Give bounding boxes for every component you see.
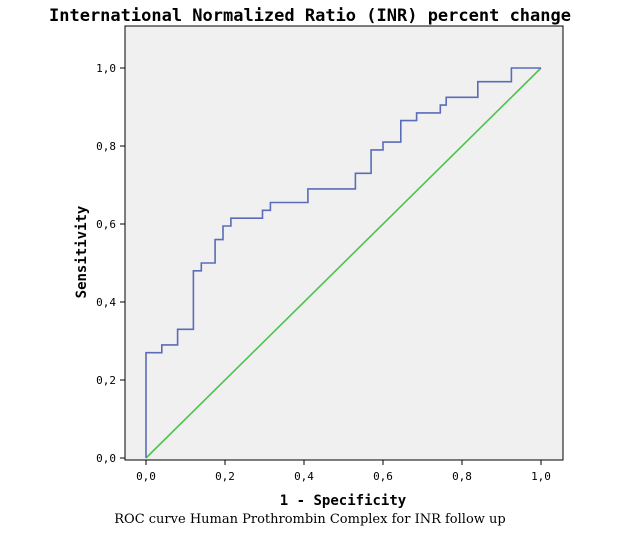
y-tick-label: 0,4 (96, 296, 116, 309)
y-tick-label: 0,2 (96, 374, 116, 387)
y-axis-label: Sensitivity (74, 205, 90, 298)
tick-marks (120, 67, 542, 465)
y-tick-label: 0,6 (96, 218, 116, 231)
y-tick-label: 0,8 (96, 140, 116, 153)
x-tick-label: 0,4 (294, 470, 314, 483)
plot-area (124, 25, 564, 461)
x-axis-label: 1 - Specificity (280, 493, 407, 509)
tick-labels: 0,0 0,2 0,4 0,6 0,8 1,0 0,0 0,2 0,4 0,6 0,8 1,0 (96, 62, 551, 483)
reference-diagonal-line (145, 67, 542, 459)
y-tick-label: 0,0 (96, 452, 116, 465)
chart-title: International Normalized Ratio (INR) per… (49, 6, 571, 26)
x-tick-label: 0,0 (136, 470, 156, 483)
y-tick-label: 1,0 (96, 62, 116, 75)
x-tick-label: 0,8 (452, 470, 472, 483)
x-tick-label: 0,2 (215, 470, 235, 483)
x-tick-label: 0,6 (373, 470, 393, 483)
roc-curve-line (145, 67, 541, 458)
figure-caption: ROC curve Human Prothrombin Complex for … (114, 512, 506, 527)
x-tick-label: 1,0 (531, 470, 551, 483)
roc-chart: International Normalized Ratio (INR) per… (49, 6, 571, 509)
